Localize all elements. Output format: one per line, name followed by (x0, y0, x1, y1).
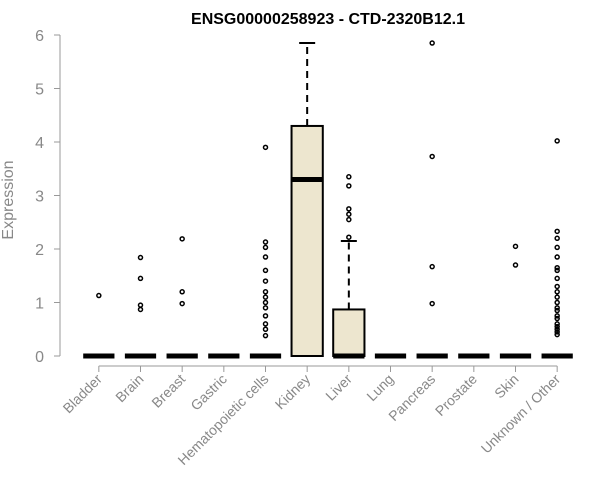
y-tick-label: 4 (35, 135, 44, 152)
outlier-point (554, 326, 560, 332)
outlier-point (346, 211, 352, 217)
box-group (541, 138, 573, 359)
outlier-point (554, 331, 560, 338)
outlier-point (554, 254, 560, 260)
outlier-point (554, 267, 560, 274)
outlier-point (346, 216, 352, 223)
box-group (83, 292, 115, 359)
outlier-point (554, 307, 560, 314)
outlier-point (554, 323, 560, 330)
box-group (332, 174, 366, 359)
chart-title: ENSG00000258923 - CTD-2320B12.1 (191, 11, 465, 28)
outlier-point (262, 278, 269, 284)
outlier-point (554, 315, 560, 322)
outlier-point (262, 321, 269, 327)
x-tick-label: Lung (363, 371, 396, 404)
outlier-point (554, 289, 560, 295)
outlier-point (554, 244, 560, 251)
box-group (249, 144, 282, 359)
outlier-point (262, 332, 269, 339)
y-tick-label: 6 (35, 28, 44, 45)
box-group (499, 243, 532, 359)
x-tick-label: Bladder (60, 371, 106, 417)
outlier-point (262, 254, 269, 260)
x-tick-label: Unknown / Other (478, 371, 564, 457)
x-tick-label: Kidney (272, 371, 314, 413)
box (290, 124, 324, 357)
outlier-point (137, 306, 144, 313)
outlier-point (262, 326, 269, 332)
box (332, 308, 366, 357)
outlier-point (262, 294, 269, 300)
outlier-point (554, 235, 560, 242)
outlier-point (554, 275, 560, 282)
outlier-point (137, 254, 144, 261)
outlier-point (262, 144, 269, 151)
outlier-point (179, 300, 185, 307)
x-tick-label: Prostate (432, 371, 480, 419)
outlier-point (262, 313, 269, 319)
outlier-point (179, 236, 185, 242)
outlier-point (346, 206, 352, 212)
outlier-point (346, 174, 352, 180)
boxes-layer (83, 40, 573, 359)
x-tick-label: Skin (491, 371, 522, 402)
outlier-point (346, 234, 352, 240)
box-group (416, 40, 448, 359)
outlier-point (137, 302, 144, 308)
outlier-point (554, 138, 560, 144)
y-axis: 0 1 2 3 4 5 6 (35, 28, 61, 366)
outlier-point (262, 299, 269, 306)
outlier-point (262, 239, 269, 245)
outlier-point (554, 299, 560, 306)
outlier-point (554, 329, 560, 335)
outlier-point (262, 244, 269, 251)
outlier-point (429, 263, 435, 270)
x-tick-label: Breast (148, 371, 188, 411)
outlier-point (554, 313, 560, 319)
y-tick-label: 3 (35, 189, 44, 206)
x-tick-label: Liver (322, 371, 355, 404)
y-axis-label: Expression (0, 160, 17, 239)
outlier-point (554, 321, 560, 327)
outlier-point (554, 228, 560, 235)
outlier-point (512, 262, 519, 268)
y-tick-label: 2 (35, 242, 44, 259)
outlier-point (554, 294, 560, 300)
outlier-point (512, 243, 519, 250)
y-tick-label: 0 (35, 349, 44, 366)
outlier-point (346, 183, 352, 189)
y-tick-label: 1 (35, 296, 44, 313)
outlier-point (262, 289, 269, 295)
outlier-point (137, 275, 144, 282)
outlier-point (429, 300, 435, 307)
box-group (166, 236, 198, 359)
outlier-point (179, 289, 185, 295)
outlier-point (554, 283, 560, 290)
box-group (124, 254, 157, 359)
box-group (290, 42, 324, 357)
outlier-point (262, 267, 269, 274)
outlier-point (262, 305, 269, 311)
outlier-point (554, 305, 560, 311)
outlier-point (429, 153, 435, 160)
x-tick-label: Brain (112, 371, 146, 405)
outlier-point (96, 292, 102, 299)
outlier-point (429, 40, 435, 46)
outlier-point (554, 264, 560, 271)
y-tick-label: 5 (35, 82, 44, 99)
